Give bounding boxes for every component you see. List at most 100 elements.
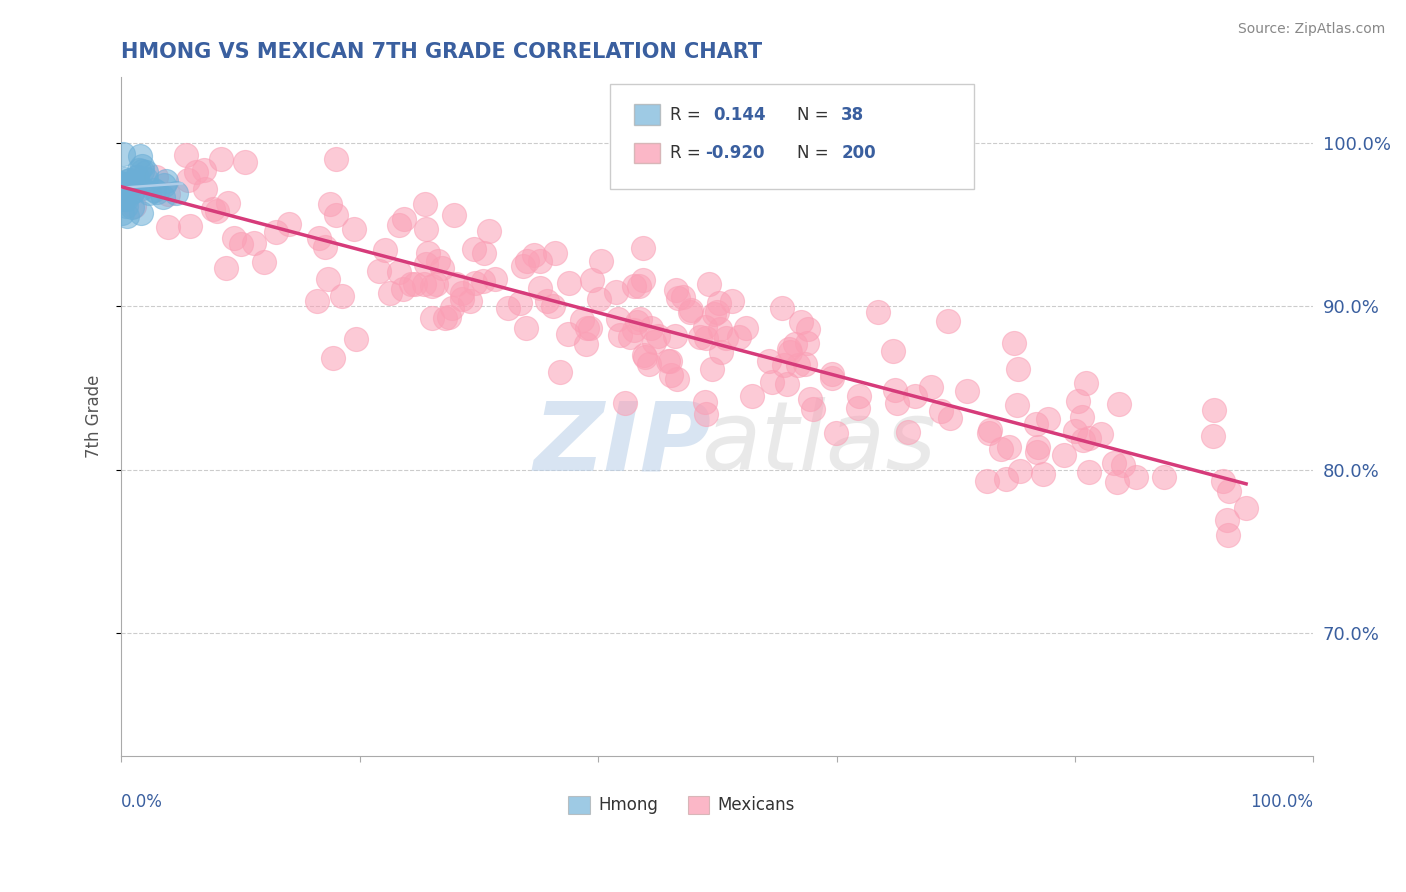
Point <box>253 255 276 269</box>
Point <box>979 426 1001 441</box>
Point <box>700 362 723 376</box>
Point <box>460 294 482 309</box>
Point <box>404 277 426 292</box>
Point <box>544 245 567 260</box>
Point <box>143 184 166 198</box>
Point <box>776 376 799 391</box>
Point <box>121 200 143 214</box>
Point <box>783 337 806 351</box>
Point <box>205 204 228 219</box>
Point <box>728 330 751 344</box>
Text: Hmong: Hmong <box>598 796 658 814</box>
Point <box>426 254 449 268</box>
Point <box>114 198 136 212</box>
Point <box>129 149 152 163</box>
Bar <box>634 104 659 125</box>
Point <box>886 396 908 410</box>
Point <box>179 219 201 233</box>
Point <box>153 178 176 193</box>
Point <box>1090 427 1112 442</box>
Point <box>124 176 146 190</box>
Point <box>643 335 665 350</box>
Point <box>647 328 669 343</box>
Point <box>129 205 152 219</box>
Point <box>773 358 796 372</box>
Point <box>450 286 472 301</box>
Point <box>956 384 979 399</box>
Point <box>322 351 344 366</box>
Point <box>440 301 463 315</box>
Text: R =: R = <box>669 105 700 124</box>
FancyBboxPatch shape <box>610 84 973 189</box>
Point <box>665 372 688 386</box>
Point <box>588 292 610 306</box>
Point <box>131 164 153 178</box>
Point <box>536 293 558 308</box>
Point <box>631 241 654 255</box>
Point <box>464 276 486 290</box>
Point <box>1234 501 1257 516</box>
Point <box>1212 475 1234 489</box>
Text: N =: N = <box>797 145 828 162</box>
Point <box>628 312 651 326</box>
Point <box>112 178 135 192</box>
Point <box>425 277 447 292</box>
Point <box>157 187 180 202</box>
Point <box>156 220 179 235</box>
Point <box>111 184 134 198</box>
Point <box>325 208 347 222</box>
Point <box>516 254 538 268</box>
Point <box>1074 376 1097 390</box>
Point <box>786 358 808 372</box>
Point <box>605 285 627 299</box>
Point <box>1102 456 1125 470</box>
Point <box>666 292 689 306</box>
Text: 100.0%: 100.0% <box>1250 794 1313 812</box>
Point <box>866 305 889 319</box>
Point <box>939 411 962 425</box>
Point <box>741 389 763 403</box>
Point <box>735 321 758 335</box>
Point <box>124 176 146 190</box>
Text: 0.0%: 0.0% <box>121 794 163 812</box>
Point <box>111 177 134 191</box>
Point <box>342 221 364 235</box>
Point <box>127 169 149 184</box>
Point <box>606 312 628 326</box>
Point <box>1078 431 1101 445</box>
Point <box>368 264 391 278</box>
Point <box>1025 417 1047 432</box>
Bar <box>688 797 709 814</box>
Point <box>758 354 780 368</box>
Point <box>634 350 657 364</box>
Point <box>138 186 160 200</box>
Point <box>229 237 252 252</box>
Point <box>778 342 800 356</box>
Point <box>388 265 411 279</box>
Point <box>115 174 138 188</box>
Point <box>794 357 817 371</box>
Point <box>1002 336 1025 351</box>
Point <box>121 186 143 200</box>
Bar <box>568 797 589 814</box>
Point <box>1064 424 1087 438</box>
Point <box>399 277 422 291</box>
Point <box>314 240 336 254</box>
Point <box>444 277 467 291</box>
Point <box>848 389 870 403</box>
Point <box>484 272 506 286</box>
Text: Mexicans: Mexicans <box>717 796 794 814</box>
Point <box>112 192 135 206</box>
Point <box>575 321 598 335</box>
Point <box>201 202 224 217</box>
Point <box>706 305 728 319</box>
Point <box>145 169 167 184</box>
Point <box>194 182 217 196</box>
Point <box>1071 434 1094 448</box>
Point <box>1105 475 1128 489</box>
Point <box>882 344 904 359</box>
Point <box>575 336 598 351</box>
Point <box>394 212 416 227</box>
Point <box>541 299 564 313</box>
Point <box>529 253 551 268</box>
